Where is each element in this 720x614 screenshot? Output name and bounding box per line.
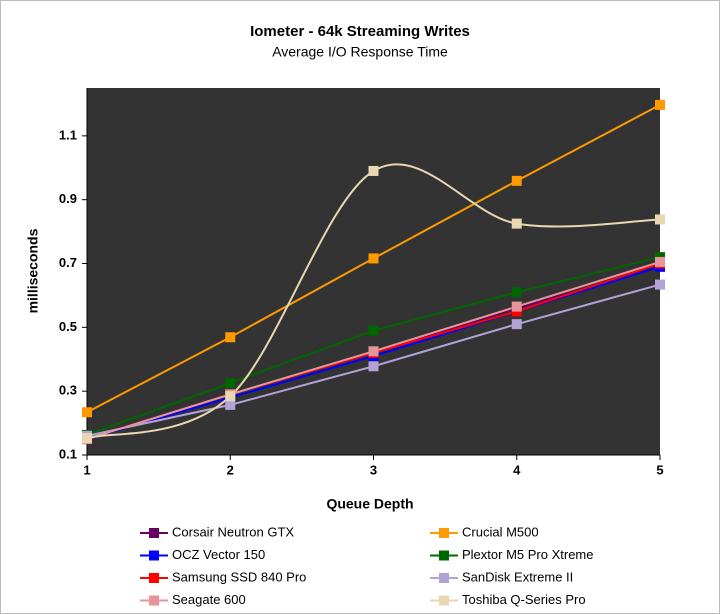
y-tick-label: 0.1 [59,446,77,461]
point [655,99,665,110]
point [225,391,236,402]
point [655,279,665,290]
x-axis-label: Queue Depth [326,496,413,512]
legend-marker [439,528,449,538]
legend-marker [439,595,449,606]
y-tick-label: 0.7 [59,255,77,270]
legend-marker [439,550,449,561]
x-tick-label: 5 [656,462,663,477]
x-tick-label: 4 [513,462,521,477]
point [225,378,236,389]
legend-label: Seagate 600 [172,592,246,607]
x-tick-label: 1 [83,462,90,477]
legend-marker [149,595,159,606]
chart-title: Iometer - 64k Streaming Writes [250,23,470,40]
legend-label: SanDisk Extreme II [462,569,573,584]
x-tick-label: 2 [227,462,234,477]
point [368,325,379,336]
legend-marker [149,550,159,561]
legend-label: Corsair Neutron GTX [172,524,294,539]
point [225,399,236,410]
point [225,332,236,343]
point [368,253,379,264]
legend-label: Crucial M500 [462,524,539,539]
plot-area [87,88,660,455]
point [655,256,665,267]
legend-label: Toshiba Q-Series Pro [462,592,586,607]
point [511,218,522,229]
legend-marker [149,573,159,583]
point [82,407,92,418]
point [368,346,379,357]
y-tick-label: 0.5 [59,319,77,334]
x-tick-label: 3 [370,462,377,477]
point [511,175,522,186]
y-axis-label: milliseconds [25,228,41,313]
legend-label: Plextor M5 Pro Xtreme [462,547,594,562]
point [368,165,379,176]
y-tick-label: 0.9 [59,191,77,206]
point [511,319,522,330]
chart-subtitle: Average I/O Response Time [272,44,448,60]
point [511,301,522,312]
point [82,433,92,444]
legend-marker [149,528,159,538]
point [368,361,379,372]
y-tick-label: 1.1 [59,127,77,142]
legend-label: OCZ Vector 150 [172,547,265,562]
legend-marker [439,573,449,583]
legend-label: Samsung SSD 840 Pro [172,569,306,584]
point [655,214,665,225]
point [511,287,522,298]
y-tick-label: 0.3 [59,383,77,398]
